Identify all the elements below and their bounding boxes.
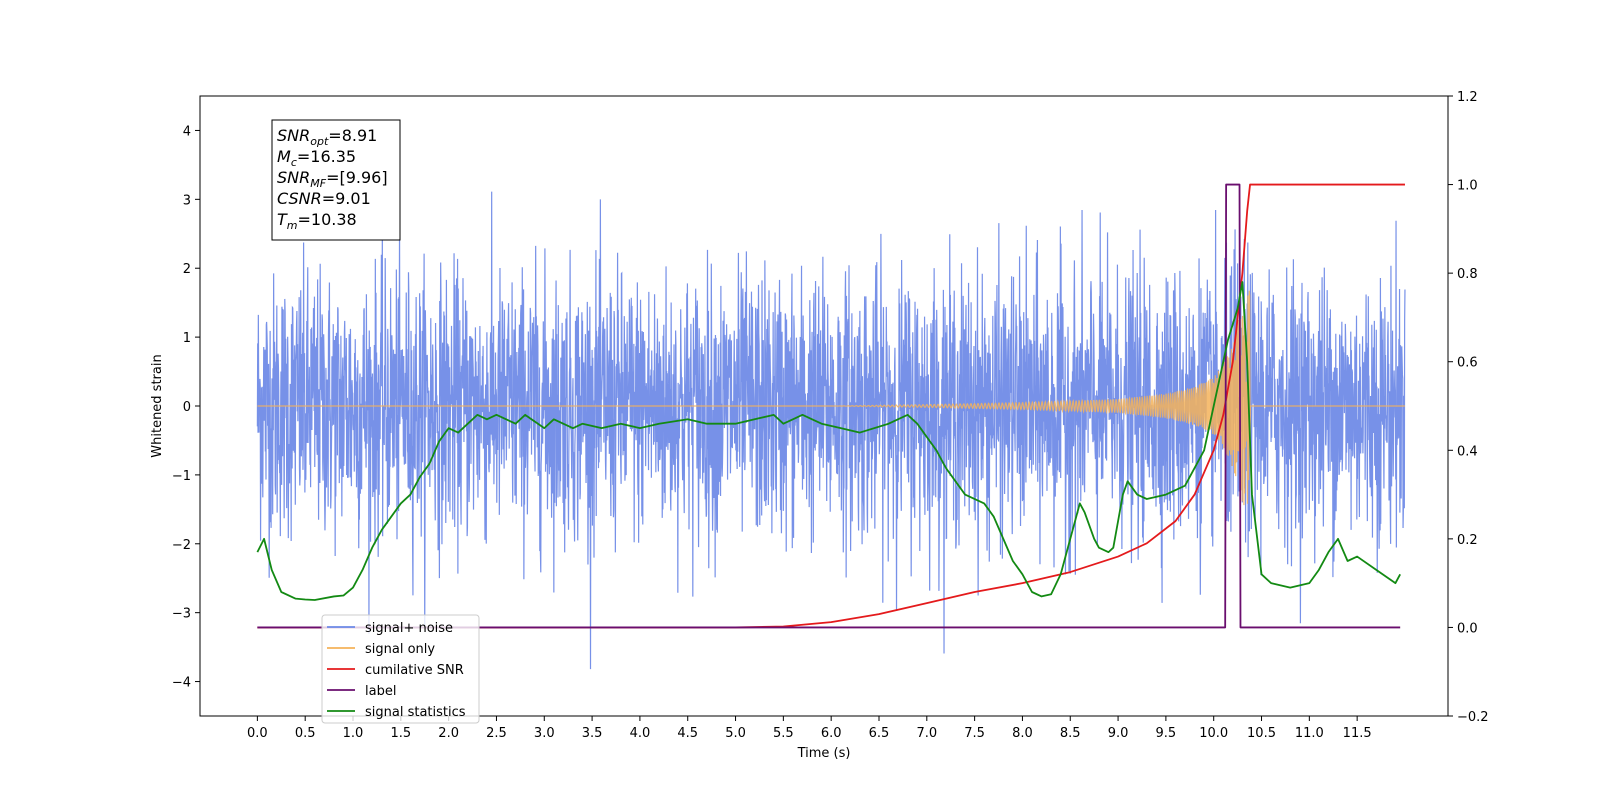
x-tick-label: 10.5 xyxy=(1247,726,1276,741)
x-tick-label: 7.0 xyxy=(916,726,937,741)
series-layer xyxy=(256,183,1406,670)
legend-entry-label: label xyxy=(365,684,396,699)
y-right-tick-label: 0.0 xyxy=(1457,621,1478,636)
y-left-tick-label: −3 xyxy=(172,607,191,622)
stats-box-frame xyxy=(271,119,401,241)
x-tick-label: 0.0 xyxy=(247,726,268,741)
y-right-tick-label: 1.0 xyxy=(1457,179,1478,194)
y-left-tick-label: −1 xyxy=(172,469,191,484)
y-right-tick-label: 0.8 xyxy=(1457,267,1478,282)
x-tick-label: 4.0 xyxy=(630,726,651,741)
x-tick-label: 2.5 xyxy=(486,726,507,741)
x-tick-label: 11.5 xyxy=(1343,726,1372,741)
legend-entry-label: signal statistics xyxy=(365,705,466,720)
x-tick-label: 5.5 xyxy=(773,726,794,741)
legend-entry-label: cumilative SNR xyxy=(365,663,464,678)
stats-line: CSNR=9.01 xyxy=(277,189,371,208)
y-right-tick-label: 0.6 xyxy=(1457,356,1478,371)
x-axis: 0.0 0.5 1.0 1.5 2.0 2.5 3.0 3.5 4.0 4.5 5.0 5.5 6.0 6… xyxy=(247,716,1372,741)
legend: signal+ noise signal only cumilative SNR la… xyxy=(321,614,480,724)
y-right-tick-label: 0.2 xyxy=(1457,533,1478,548)
x-tick-label: 6.0 xyxy=(821,726,842,741)
x-tick-label: 8.5 xyxy=(1060,726,1081,741)
x-tick-label: 9.5 xyxy=(1156,726,1177,741)
stats-annotation-box: SNRopt=8.91Mc=16.35SNRMF=[9.96]CSNR=9.01… xyxy=(271,119,401,241)
y-left-tick-label: 0 xyxy=(183,400,191,415)
y-axis-label: Whitened strain xyxy=(150,354,165,457)
y-left-tick-label: −2 xyxy=(172,538,191,553)
x-tick-label: 8.0 xyxy=(1012,726,1033,741)
y-left-tick-label: −4 xyxy=(172,676,191,691)
y-axis-right: −0.2 0.0 0.2 0.4 0.6 0.8 1.0 1.2 xyxy=(1448,90,1489,725)
series-signal-only-line xyxy=(257,290,1405,506)
x-tick-label: 11.0 xyxy=(1295,726,1324,741)
x-tick-label: 9.0 xyxy=(1108,726,1129,741)
legend-entry-label: signal only xyxy=(365,642,435,657)
x-tick-label: 1.5 xyxy=(390,726,411,741)
series-signal-noise-line xyxy=(256,191,1406,670)
series-cumulative-snr-line xyxy=(257,183,1405,629)
x-tick-label: 3.0 xyxy=(534,726,555,741)
y-right-tick-label: 0.4 xyxy=(1457,444,1478,459)
stats-line: SNRopt=8.91 xyxy=(277,126,377,148)
y-left-tick-label: 3 xyxy=(183,193,191,208)
y-axis-left: −4 −3 −2 −1 0 1 2 3 4 xyxy=(172,124,200,691)
stats-line: Mc=16.35 xyxy=(277,147,356,169)
y-right-tick-label: −0.2 xyxy=(1457,710,1489,725)
stats-line: SNRMF=[9.96] xyxy=(277,168,388,190)
y-left-tick-label: 4 xyxy=(183,124,191,139)
x-tick-label: 2.0 xyxy=(438,726,459,741)
legend-entry-label: signal+ noise xyxy=(365,621,453,636)
x-tick-label: 6.5 xyxy=(869,726,890,741)
x-tick-label: 3.5 xyxy=(582,726,603,741)
x-tick-label: 5.0 xyxy=(725,726,746,741)
y-right-tick-label: 1.2 xyxy=(1457,90,1478,105)
stats-line: Tm=10.38 xyxy=(277,210,357,232)
series-signal-statistics-line xyxy=(256,281,1401,601)
series-label-line xyxy=(257,183,1401,629)
x-tick-label: 1.0 xyxy=(343,726,364,741)
x-tick-label: 4.5 xyxy=(677,726,698,741)
x-axis-label: Time (s) xyxy=(797,746,851,761)
x-tick-label: 0.5 xyxy=(295,726,316,741)
y-left-tick-label: 1 xyxy=(183,331,191,346)
x-tick-label: 10.0 xyxy=(1199,726,1228,741)
legend-frame xyxy=(321,614,480,724)
y-left-tick-label: 2 xyxy=(183,262,191,277)
x-tick-label: 7.5 xyxy=(964,726,985,741)
